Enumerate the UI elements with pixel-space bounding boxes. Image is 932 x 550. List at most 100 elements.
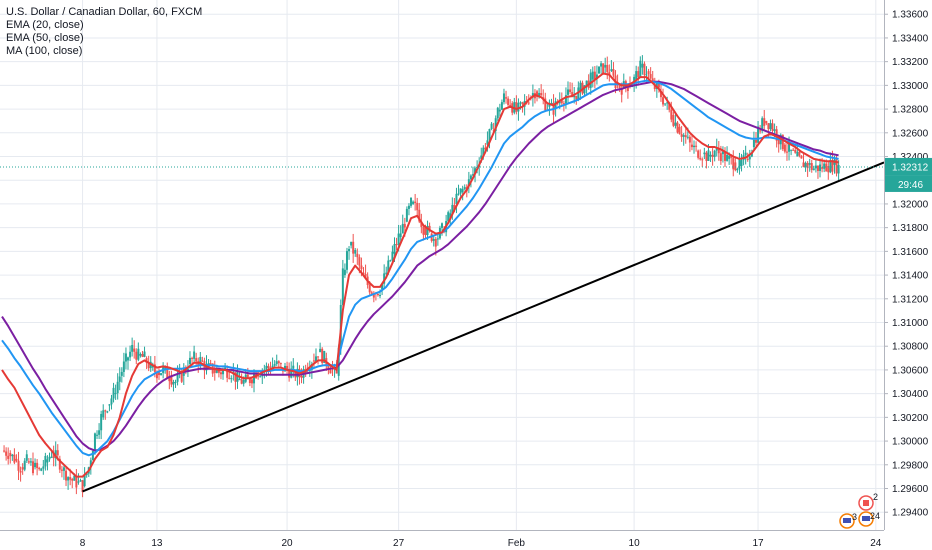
candle-body bbox=[591, 71, 594, 80]
candle-body bbox=[567, 89, 570, 95]
candle-body bbox=[395, 244, 398, 246]
candle-body bbox=[579, 82, 582, 92]
candle-body bbox=[695, 145, 698, 147]
candle-body bbox=[31, 461, 34, 474]
candle-body bbox=[765, 120, 768, 124]
candle-body bbox=[314, 356, 317, 362]
candle-body bbox=[75, 475, 78, 488]
candle-body bbox=[521, 102, 524, 105]
candle-body bbox=[705, 152, 708, 161]
candle-body bbox=[728, 155, 731, 159]
price-axis[interactable]: 1.33600 1.33400 1.33200 1.33000 1.32800 1.326… bbox=[884, 0, 932, 550]
ema50-legend[interactable]: EMA (50, close) bbox=[6, 32, 84, 44]
candle-body bbox=[56, 450, 59, 456]
candle-body bbox=[131, 345, 134, 352]
candle-body bbox=[480, 155, 483, 159]
ma100-legend[interactable]: MA (100, close) bbox=[6, 45, 83, 57]
candle-body bbox=[827, 165, 830, 173]
y-tick-label: 1.31800 bbox=[892, 223, 929, 234]
candle-body bbox=[606, 64, 609, 73]
candle-body bbox=[279, 363, 282, 365]
chart-overlay: 2 3 24 bbox=[0, 161, 885, 529]
symbol-title[interactable]: U.S. Dollar / Canadian Dollar, 60, FXCM bbox=[6, 6, 203, 18]
x-tick-label: 13 bbox=[151, 538, 163, 549]
candle-body bbox=[767, 123, 770, 130]
candle-body bbox=[647, 71, 650, 75]
candle-body bbox=[224, 367, 227, 370]
candle-body bbox=[100, 413, 103, 431]
candle-body bbox=[106, 411, 109, 413]
candle-body bbox=[688, 136, 691, 143]
candle-body bbox=[120, 371, 123, 376]
candle-body bbox=[13, 454, 16, 463]
economic-events[interactable]: 2 3 24 bbox=[839, 492, 880, 529]
candle-body bbox=[461, 188, 464, 193]
candle-body bbox=[750, 152, 753, 157]
candle-body bbox=[715, 147, 718, 151]
candle-body bbox=[329, 369, 332, 374]
candle-body bbox=[585, 80, 588, 86]
candle-body bbox=[368, 284, 371, 293]
candle-body bbox=[48, 456, 51, 460]
candle-body bbox=[135, 351, 138, 360]
y-tick-label: 1.31000 bbox=[892, 318, 929, 329]
candle-body bbox=[484, 147, 487, 150]
candle-body bbox=[164, 366, 167, 370]
candle-body bbox=[3, 450, 6, 452]
ema20-legend[interactable]: EMA (20, close) bbox=[6, 19, 84, 31]
candle-body bbox=[44, 455, 47, 467]
y-tick-label: 1.31200 bbox=[892, 294, 929, 305]
candle-body bbox=[814, 165, 817, 169]
candle-body bbox=[447, 212, 450, 221]
candle-body bbox=[393, 244, 396, 254]
current-price-label: 1.32312 bbox=[892, 162, 929, 173]
candle-body bbox=[436, 238, 439, 240]
candle-body bbox=[238, 379, 241, 381]
candle-body bbox=[769, 123, 772, 130]
candle-body bbox=[754, 139, 757, 143]
candle-body bbox=[364, 274, 367, 277]
candle-body bbox=[199, 356, 202, 366]
candle-body bbox=[300, 375, 303, 378]
candle-body bbox=[379, 295, 382, 297]
candle-body bbox=[93, 433, 96, 451]
event-count-a: 2 bbox=[873, 492, 878, 502]
x-tick-label: 27 bbox=[393, 538, 405, 549]
candle-body bbox=[471, 174, 474, 176]
candle-body bbox=[707, 150, 710, 161]
candle-body bbox=[682, 134, 685, 137]
candle-body bbox=[114, 393, 117, 395]
candle-body bbox=[792, 149, 795, 151]
candle-body bbox=[356, 253, 359, 258]
price-axis-bg bbox=[884, 0, 932, 550]
candle-body bbox=[391, 251, 394, 261]
candle-body bbox=[734, 162, 737, 171]
x-tick-label: 24 bbox=[870, 538, 882, 549]
candle-body bbox=[690, 144, 693, 148]
y-tick-label: 1.33000 bbox=[892, 81, 929, 92]
candle-body bbox=[160, 373, 163, 376]
candle-body bbox=[397, 233, 400, 245]
y-tick-label: 1.30200 bbox=[892, 413, 929, 424]
ma100-line bbox=[1, 80, 839, 452]
candle-body bbox=[21, 467, 24, 470]
ca-flag-mark bbox=[863, 500, 869, 506]
us-flag-mark-2 bbox=[862, 516, 870, 521]
candle-body bbox=[317, 356, 320, 358]
y-tick-label: 1.30400 bbox=[892, 389, 929, 400]
candle-body bbox=[62, 467, 65, 471]
candle-body bbox=[337, 347, 340, 376]
candle-body bbox=[217, 369, 220, 373]
candle-body bbox=[410, 197, 413, 206]
candle-body bbox=[155, 371, 158, 379]
time-axis[interactable]: 8 13 20 27 Feb 10 17 24 bbox=[0, 530, 884, 550]
candle-body bbox=[773, 129, 776, 131]
candle-body bbox=[188, 357, 191, 365]
candle-body bbox=[102, 410, 105, 418]
candle-body bbox=[709, 154, 712, 157]
candle-body bbox=[544, 98, 547, 111]
candle-body bbox=[490, 123, 493, 130]
candle-body bbox=[816, 165, 819, 171]
candle-body bbox=[672, 115, 675, 126]
